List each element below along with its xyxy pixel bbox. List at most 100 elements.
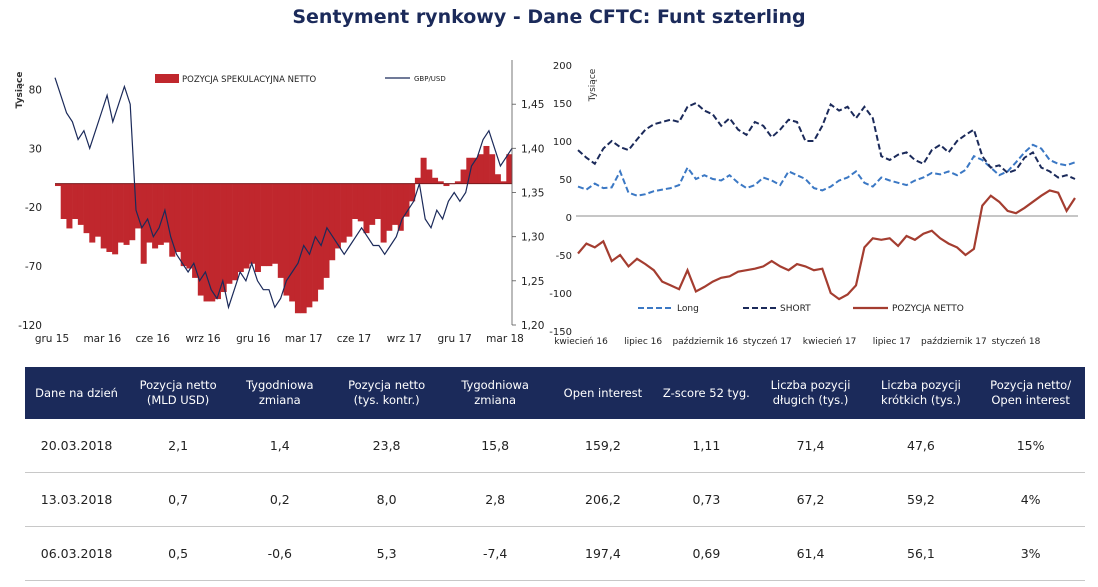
- net-position-bar: [134, 183, 141, 229]
- table-row: 20.03.2018 2,1 1,4 23,8 15,8 159,2 1,11 …: [25, 419, 1085, 473]
- y-tick-label: 150: [553, 99, 572, 110]
- net-position-bar: [100, 183, 107, 249]
- net-position-gbpusd-chart: Tysiące 80 30 -20 -70 -120 1,45 1,40 1,35 1,30 1…: [15, 60, 544, 345]
- cell-net-contracts: 23,8: [331, 419, 442, 473]
- y-tick-label: 50: [559, 175, 572, 186]
- y-tick-label: -20: [25, 202, 42, 214]
- net-position-bar: [203, 183, 210, 302]
- net-position-bar: [180, 183, 187, 267]
- cell-weekly-change: -0,6: [228, 526, 332, 581]
- net-position-bar: [123, 183, 130, 245]
- net-position-bar: [174, 183, 181, 252]
- cell-weekly-change-2: -7,4: [441, 526, 549, 581]
- legend-label-net2: POZYCJA NETTO: [892, 304, 964, 314]
- th-net-usd: Pozycja netto (MLD USD): [128, 367, 229, 419]
- net-position-bar: [472, 157, 479, 184]
- net-position-bar: [374, 183, 381, 219]
- net-position-bar: [243, 183, 250, 269]
- th-net-oi: Pozycja netto/ Open interest: [976, 367, 1085, 419]
- y2-tick-label: 1,20: [521, 320, 544, 332]
- net-position-bar: [426, 169, 433, 184]
- net-position-bar: [209, 183, 216, 302]
- cell-zscore: 0,69: [657, 526, 756, 581]
- page-title: Sentyment rynkowy - Dane CFTC: Funt szte…: [292, 6, 806, 28]
- y-tick-label: -120: [18, 320, 42, 332]
- y2-tick-label: 1,45: [521, 99, 544, 111]
- cell-weekly-change-2: 15,8: [441, 419, 549, 473]
- net-position-bar: [169, 183, 176, 257]
- net-position-bar: [352, 183, 359, 219]
- net-position-bar: [369, 183, 376, 225]
- net-position-bar: [89, 183, 96, 243]
- cell-weekly-change-2: 2,8: [441, 472, 549, 527]
- net-position-bar: [83, 183, 90, 234]
- net-position-bar: [392, 183, 399, 225]
- y2-tick-label: 1,30: [521, 232, 544, 244]
- net-position-bar: [55, 183, 62, 187]
- table-row: 06.03.2018 0,5 -0,6 5,3 -7,4 197,4 0,69 …: [25, 526, 1085, 581]
- net-position-bar: [277, 183, 284, 278]
- net-position-bar: [220, 183, 227, 293]
- x-tick-label: mar 18: [486, 333, 524, 345]
- x-tick-label: październik 17: [921, 337, 987, 347]
- net-position-bar: [483, 145, 490, 184]
- x-tick-label: styczeń 17: [743, 337, 792, 347]
- x-tick-label: gru 17: [438, 333, 472, 345]
- x-tick-label: lipiec 17: [873, 337, 911, 347]
- net-position-bar: [357, 183, 364, 222]
- net-position-bar: [386, 183, 393, 231]
- net-position-bar: [306, 183, 313, 308]
- net-position-bar: [157, 183, 164, 245]
- cell-weekly-change: 0,2: [228, 472, 332, 527]
- net-position-bar: [214, 183, 221, 300]
- short-line: [577, 101, 1076, 180]
- x-tick-label: gru 16: [236, 333, 271, 345]
- y-tick-label: 100: [553, 137, 572, 148]
- cell-zscore: 1,11: [657, 419, 756, 473]
- net-position-bar: [72, 183, 79, 219]
- cell-net-contracts: 5,3: [331, 526, 442, 581]
- net-position-bar: [506, 154, 513, 184]
- net-position-bar: [117, 183, 124, 243]
- net-position-bar: [289, 183, 296, 302]
- cell-short: 56,1: [865, 526, 977, 581]
- net-position-bar: [346, 183, 353, 237]
- y-tick-label: 0: [566, 213, 572, 224]
- net-position-bar: [272, 183, 279, 264]
- net-position-bar: [140, 183, 147, 264]
- net-position-bar: [317, 183, 324, 290]
- net-position-bar: [294, 183, 301, 314]
- net-position-bar: [152, 183, 159, 249]
- cell-long: 61,4: [755, 526, 866, 581]
- legend-swatch-net: [155, 74, 179, 83]
- x-tick-label: kwiecień 17: [803, 337, 857, 347]
- net-position-bar: [437, 181, 444, 184]
- cell-net-oi: 4%: [976, 472, 1085, 527]
- cell-long: 71,4: [755, 419, 866, 473]
- chart2-y-axis-label: Tysiące: [588, 68, 598, 102]
- y-tick-label: -50: [556, 251, 572, 262]
- net-position-bar: [489, 154, 496, 184]
- x-tick-label: cze 17: [337, 333, 371, 345]
- x-tick-label: październik 16: [672, 337, 738, 347]
- net-position-bar: [249, 183, 256, 264]
- x-tick-label: mar 17: [285, 333, 323, 345]
- net-position-bar: [266, 183, 273, 267]
- net-position-bar: [403, 183, 410, 217]
- net-position-bar: [77, 183, 84, 225]
- net-position-bar: [334, 183, 341, 249]
- y-tick-label: -70: [25, 261, 42, 273]
- cell-net-usd: 2,1: [128, 419, 229, 473]
- cell-net-oi: 3%: [976, 526, 1085, 581]
- net-position-bar: [94, 183, 101, 237]
- net-position-bar: [106, 183, 113, 252]
- net-position-bar: [363, 183, 370, 234]
- th-open-interest: Open interest: [548, 367, 658, 419]
- th-date: Dane na dzień: [25, 367, 129, 419]
- cell-open-interest: 206,2: [548, 472, 658, 527]
- net-position-bar: [420, 157, 427, 184]
- legend-label-short: SHORT: [780, 304, 811, 314]
- legend-label-long: Long: [677, 304, 699, 314]
- net-position-bar: [300, 183, 307, 314]
- th-weekly-change: Tygodniowa zmiana: [228, 367, 332, 419]
